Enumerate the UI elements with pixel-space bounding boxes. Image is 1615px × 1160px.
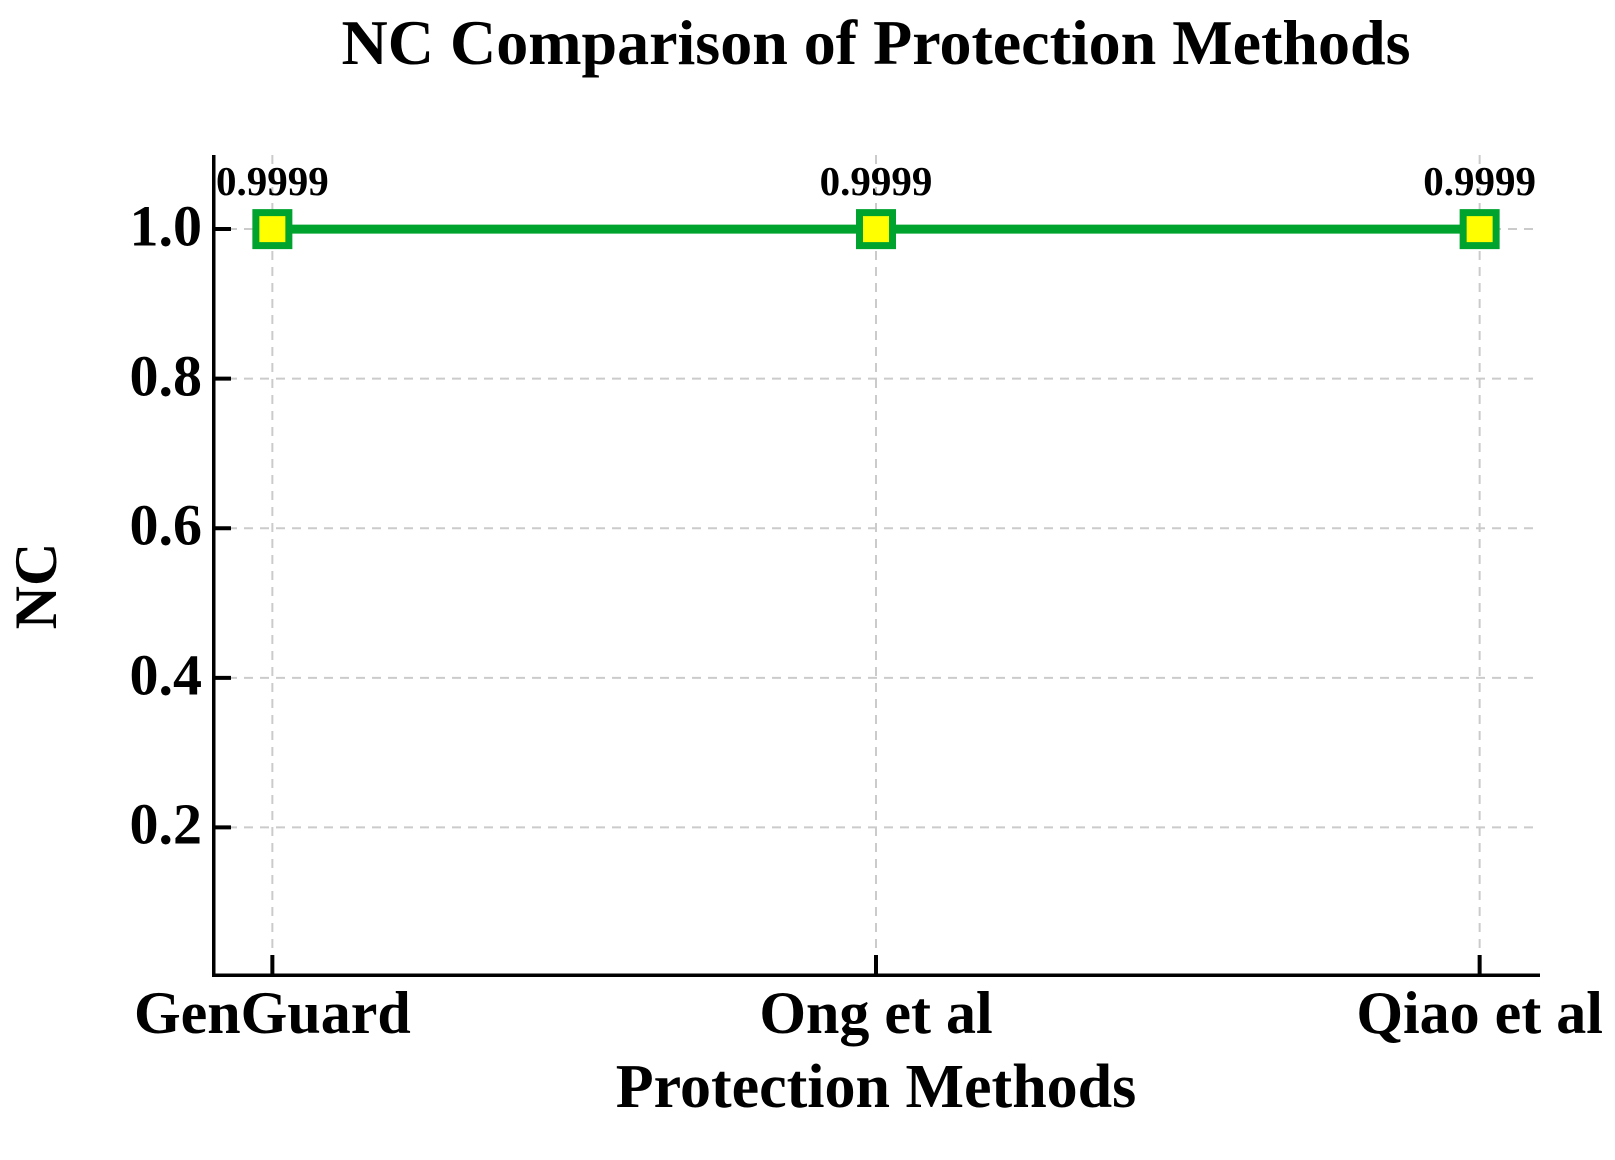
y-tick-label: 0.4 — [129, 642, 203, 708]
data-label: 0.9999 — [1423, 158, 1536, 205]
data-label: 0.9999 — [819, 158, 933, 205]
x-tick-label: Qiao et al — [1356, 980, 1603, 1046]
chart-title: NC Comparison of Protection Methods — [341, 7, 1411, 78]
y-tick-label: 0.6 — [129, 492, 203, 558]
x-axis-label: Protection Methods — [615, 1053, 1137, 1121]
data-label: 0.9999 — [215, 158, 329, 205]
x-tick-label: GenGuard — [134, 980, 411, 1046]
plot-canvas — [212, 155, 1540, 977]
y-tick-label: 0.2 — [129, 792, 203, 858]
data-point-marker — [856, 209, 896, 250]
data-point-marker — [1459, 209, 1500, 250]
y-tick-label: 0.8 — [129, 343, 203, 409]
y-axis-label: NC — [3, 542, 69, 630]
x-tick-label: Ong et al — [759, 980, 993, 1046]
plot-area — [212, 155, 1540, 977]
y-tick-label: 1.0 — [129, 193, 203, 259]
data-point-marker — [252, 209, 293, 250]
